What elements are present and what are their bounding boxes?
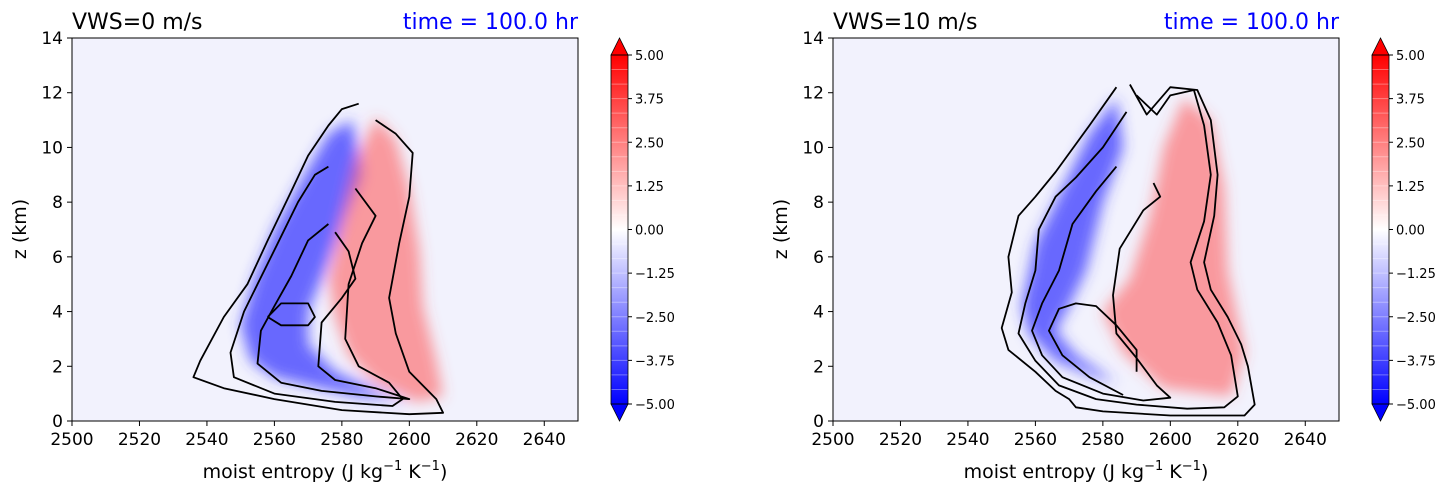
colorbar: 5.00 3.75 2.50 1.25 0.00 −1.25 −2.50 −3.75 −5.00	[610, 37, 675, 422]
colorbar-tick-label: 0.00	[1396, 224, 1425, 239]
colorbar-tick-label: 1.25	[635, 180, 664, 195]
colorbar-tick-label: −5.00	[1396, 398, 1436, 413]
x-tick-label: 2540	[946, 430, 989, 450]
colorbar-extend-max	[1371, 37, 1390, 56]
panel-title: VWS=0 m/s	[72, 10, 203, 35]
colorbar-tick-label: −1.25	[1396, 267, 1436, 282]
y-tick-label: 2	[813, 357, 824, 377]
plot-clip	[192, 102, 445, 416]
x-tick-label: 2600	[1149, 430, 1192, 450]
x-tick-label: 2620	[1216, 430, 1259, 450]
x-tick-label: 2500	[50, 430, 93, 450]
colorbar: 5.00 3.75 2.50 1.25 0.00 −1.25 −2.50 −3.75 −5.00	[1371, 37, 1436, 422]
panel-left: VWS=0 m/s time = 100.0 hr 2500 2520 2540 25…	[9, 10, 675, 483]
y-tick-label: 14	[802, 29, 824, 49]
colorbar-tick-label: −1.25	[635, 267, 675, 282]
y-tick-label: 6	[813, 248, 824, 268]
y-tick-label: 14	[41, 29, 63, 49]
anomaly-fill	[240, 117, 444, 402]
y-tick-label: 0	[52, 412, 63, 432]
contour-line	[267, 302, 316, 327]
x-tick-label: 2640	[523, 430, 566, 450]
x-tick-label: 2600	[388, 430, 431, 450]
colorbar-gradient	[1372, 55, 1389, 404]
time-label: time = 100.0 hr	[403, 10, 579, 35]
x-tick-label: 2560	[1014, 430, 1057, 450]
x-tick-label: 2640	[1284, 430, 1327, 450]
colorbar-tick-label: 1.25	[1396, 180, 1425, 195]
plot-area	[71, 37, 579, 422]
axes-frame	[832, 37, 1340, 422]
plot-clip	[1000, 84, 1256, 417]
y-axis-label: z (km)	[9, 199, 31, 259]
x-tick-label: 2560	[253, 430, 296, 450]
contour-line	[1031, 166, 1172, 402]
contour-line	[192, 102, 445, 416]
positive-anomaly	[328, 117, 444, 402]
colorbar-tick-label: 3.75	[635, 93, 664, 108]
contour-line	[256, 223, 411, 401]
colorbar-tick-label: 2.50	[1396, 136, 1425, 151]
y-tick-label: 0	[813, 412, 824, 432]
colorbar-tick-label: 5.00	[1396, 49, 1425, 64]
axes-frame	[71, 37, 579, 422]
time-label: time = 100.0 hr	[1164, 10, 1340, 35]
plot-area	[832, 37, 1340, 422]
colorbar-gradient	[611, 55, 628, 404]
contour-line	[1017, 89, 1239, 410]
contour-line	[1000, 84, 1256, 417]
colorbar-tick-label: −2.50	[635, 311, 675, 326]
x-ticks: 2500 2520 2540 2560 2580 2600 2620 2640	[50, 421, 566, 450]
colorbar-tick-label: 5.00	[635, 49, 664, 64]
y-axis-label: z (km)	[770, 199, 792, 259]
y-tick-label: 12	[41, 84, 63, 104]
colorbar-tick-label: 2.50	[635, 136, 664, 151]
y-ticks: 0 2 4 6 8 10 12 14	[41, 29, 72, 432]
y-tick-label: 4	[52, 303, 63, 323]
y-tick-label: 8	[813, 193, 824, 213]
colorbar-tick-label: 3.75	[1396, 93, 1425, 108]
colorbar-extend-max	[610, 37, 629, 56]
colorbar-extend-min	[610, 403, 629, 422]
x-tick-label: 2620	[455, 430, 498, 450]
y-tick-label: 8	[52, 193, 63, 213]
positive-anomaly	[1102, 98, 1245, 397]
colorbar-extend-min	[1371, 403, 1390, 422]
anomaly-fill	[1021, 98, 1245, 397]
y-tick-label: 10	[41, 138, 63, 158]
panel-title: VWS=10 m/s	[833, 10, 978, 35]
y-ticks: 0 2 4 6 8 10 12 14	[802, 29, 833, 432]
negative-anomaly	[240, 120, 410, 402]
colorbar-tick-label: −3.75	[635, 354, 675, 369]
contour-line	[1048, 302, 1138, 396]
x-tick-label: 2580	[1081, 430, 1124, 450]
colorbar-tick-label: 0.00	[635, 224, 664, 239]
x-tick-label: 2580	[320, 430, 363, 450]
panel-right: VWS=10 m/s time = 100.0 hr 2500 2520 2540 2…	[770, 10, 1436, 483]
x-axis-label: moist entropy (J kg−1 K−1)	[203, 459, 448, 483]
colorbar-tick-label: −2.50	[1396, 311, 1436, 326]
x-axis-label: moist entropy (J kg−1 K−1)	[964, 459, 1209, 483]
y-tick-label: 2	[52, 357, 63, 377]
y-tick-label: 4	[813, 303, 824, 323]
x-tick-label: 2520	[879, 430, 922, 450]
negative-anomaly	[1021, 98, 1137, 389]
y-tick-label: 12	[802, 84, 824, 104]
x-tick-label: 2540	[185, 430, 228, 450]
x-ticks: 2500 2520 2540 2560 2580 2600 2620 2640	[811, 421, 1327, 450]
colorbar-tick-label: −3.75	[1396, 354, 1436, 369]
y-tick-label: 10	[802, 138, 824, 158]
x-tick-label: 2500	[811, 430, 854, 450]
y-tick-label: 6	[52, 248, 63, 268]
x-tick-label: 2520	[118, 430, 161, 450]
contour-line	[229, 165, 404, 407]
colorbar-tick-label: −5.00	[635, 398, 675, 413]
